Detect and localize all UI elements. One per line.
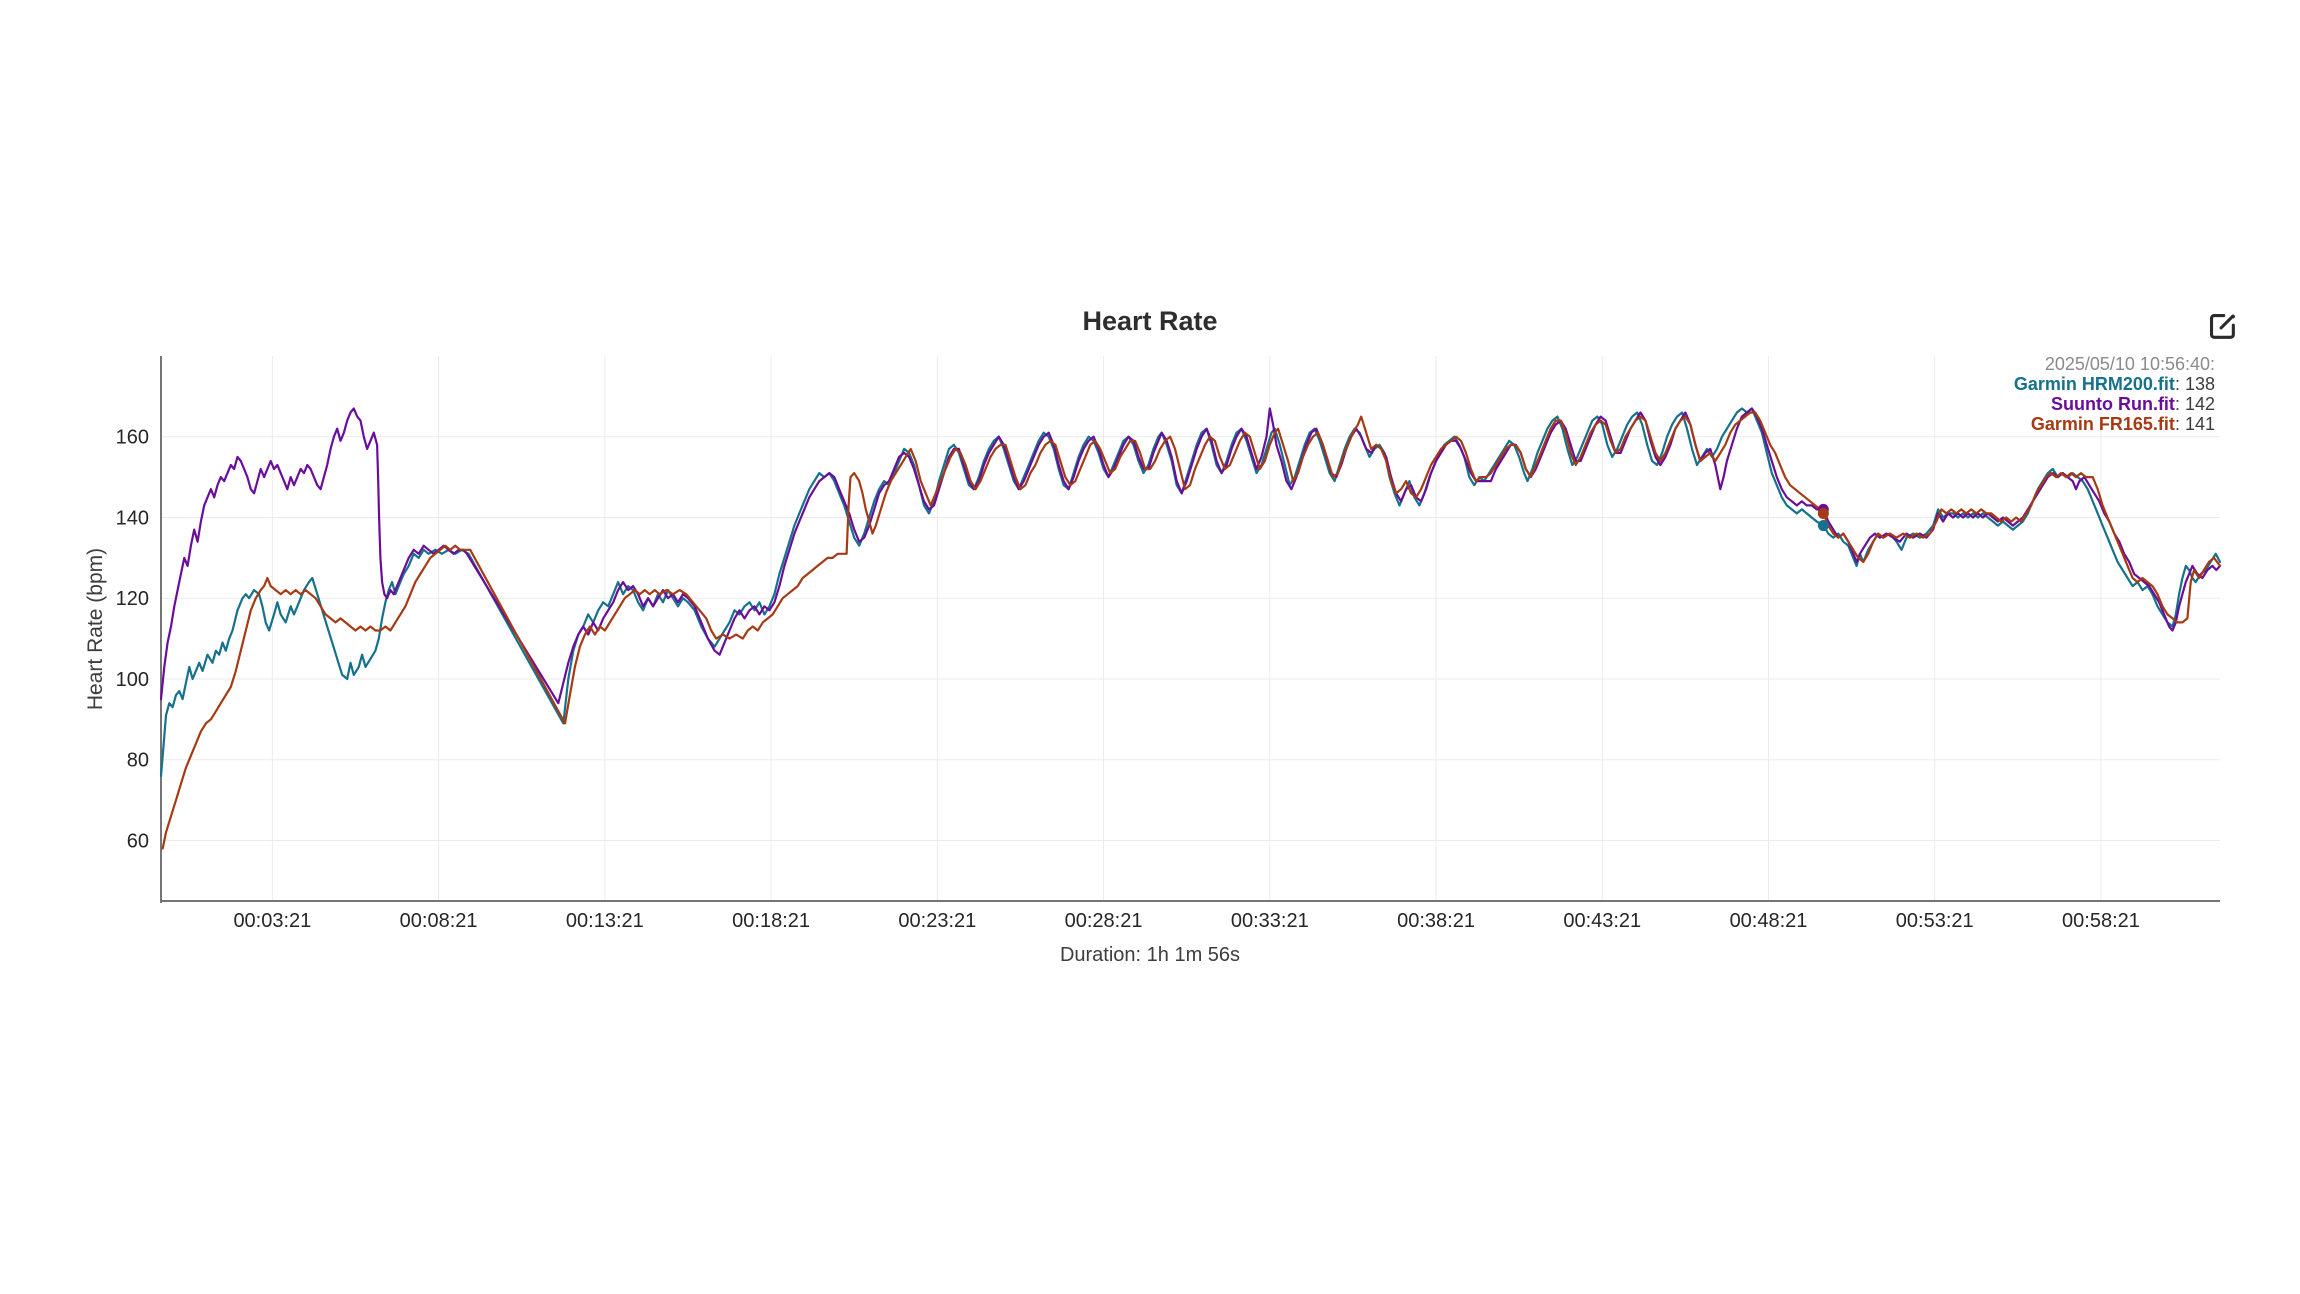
legend-entry: Suunto Run.fit: 142 [2014,394,2215,414]
page-title: Heart Rate [1082,306,1218,336]
x-tick-label: 00:08:21 [400,910,478,932]
x-tick-label: 00:33:21 [1231,910,1309,932]
y-axis-label: Heart Rate (bpm) [84,547,107,711]
y-tick-label: 120 [116,588,149,610]
duration-caption: Duration: 1h 1m 56s [1059,944,1241,966]
y-tick-label: 160 [116,427,149,449]
legend-series-value: : 141 [2174,414,2215,434]
x-tick-label: 00:18:21 [732,910,810,932]
heart-rate-line-suunto-run-fit[interactable] [159,407,2222,705]
legend-series-value: : 142 [2174,394,2215,414]
edit-chart-button[interactable] [2207,311,2238,342]
legend-series-value: : 138 [2174,374,2215,394]
x-tick-label: 00:58:21 [2062,910,2140,932]
legend-series-name: Garmin HRM200.fit [2013,374,2175,394]
legend-entry: Garmin HRM200.fit: 138 [2014,374,2215,394]
x-tick-label: 00:43:21 [1563,910,1641,932]
cursor-marker-garmin-fr165-fit [1817,507,1829,519]
x-tick-label: 00:48:21 [1730,910,1808,932]
heart-rate-line-garmin-fr165-fit[interactable] [161,411,2222,850]
x-tick-label: 00:53:21 [1896,910,1974,932]
heart-rate-line-garmin-hrm200-fit[interactable] [159,407,2222,777]
legend-series-name: Garmin FR165.fit [2030,414,2175,434]
x-tick-label: 00:28:21 [1065,910,1143,932]
x-tick-label: 00:13:21 [566,910,644,932]
cursor-marker-garmin-hrm200-fit [1817,520,1829,532]
x-tick-label: 00:23:21 [898,910,976,932]
y-tick-label: 80 [127,750,149,772]
legend-series-name: Suunto Run.fit [2050,394,2175,414]
edit-pencil-square-icon [2209,313,2235,339]
y-tick-label: 140 [116,507,149,529]
legend-entry: Garmin FR165.fit: 141 [2014,414,2215,434]
legend-timestamp: 2025/05/10 10:56:40: [2044,354,2215,374]
legend: 2025/05/10 10:56:40: Garmin HRM200.fit: … [2014,354,2215,434]
x-tick-label: 00:38:21 [1397,910,1475,932]
y-tick-label: 60 [127,830,149,852]
y-tick-label: 100 [116,669,149,691]
x-tick-label: 00:03:21 [233,910,311,932]
